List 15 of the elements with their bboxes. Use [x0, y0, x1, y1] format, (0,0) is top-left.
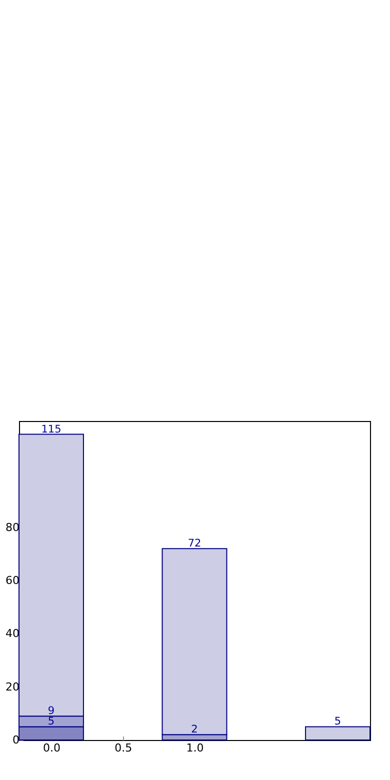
annotation: 72 [188, 538, 202, 550]
x-tick-label: 0.0 [42, 742, 60, 754]
annotation: 5 [48, 716, 55, 728]
y-tick-label: 40 [6, 627, 20, 640]
y-tick-label: 80 [6, 520, 20, 534]
y-tick-label: 0 [12, 734, 20, 746]
annotation: 2 [191, 724, 198, 736]
annotation: 5 [334, 716, 342, 728]
x-tick-label: 1.0 [186, 742, 204, 754]
x-tick-label: 0.5 [114, 742, 132, 754]
annotation: 9 [48, 705, 55, 718]
bar [305, 726, 370, 740]
y-tick-label: 20 [6, 680, 20, 694]
annotation: 115 [41, 423, 62, 436]
y-tick-label: 60 [6, 574, 20, 587]
